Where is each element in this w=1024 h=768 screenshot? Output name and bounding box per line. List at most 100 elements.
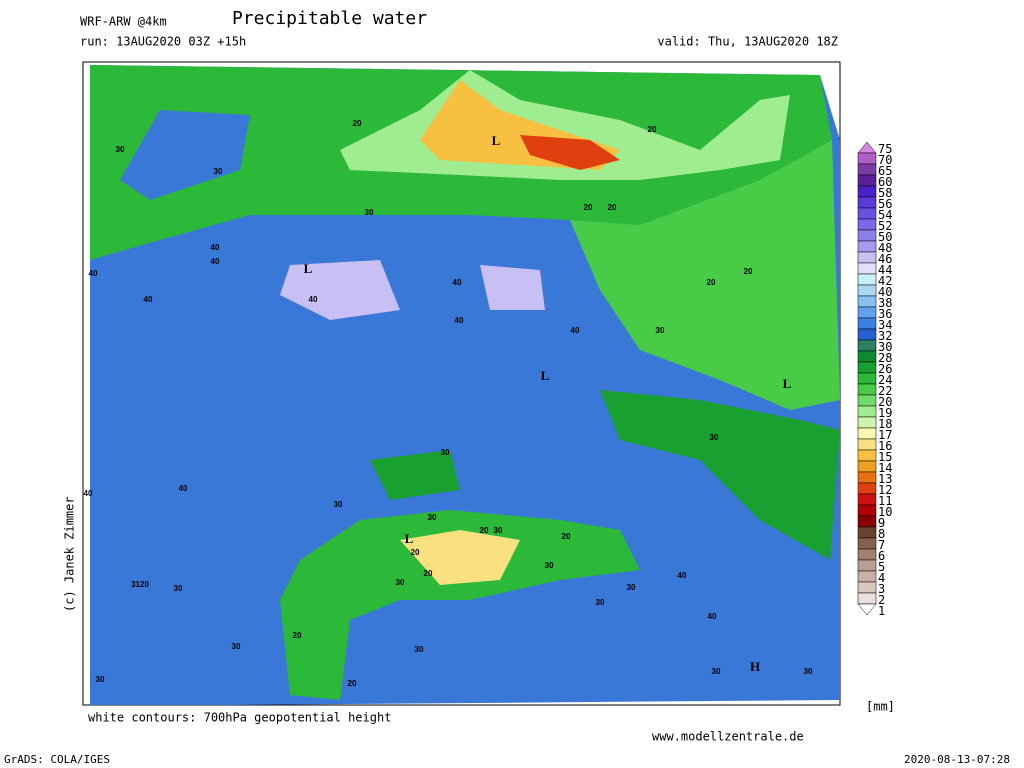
colorbar-swatch <box>857 295 877 308</box>
colorbar-swatch <box>857 273 877 286</box>
colorbar-swatch <box>857 339 877 352</box>
colorbar-label: 22 <box>878 384 892 398</box>
contour-label: 30 <box>596 598 605 607</box>
colorbar-label: 75 <box>878 142 892 156</box>
colorbar-swatch <box>857 262 877 275</box>
valid-info: valid: Thu, 13AUG2020 18Z <box>657 35 838 49</box>
contour-label: 30 <box>656 326 665 335</box>
contour-label: 40 <box>89 269 98 278</box>
contour-label: 40 <box>144 295 153 304</box>
contour-label: 20 <box>584 203 593 212</box>
colorbar-label: 9 <box>878 516 885 530</box>
colorbar-swatch <box>857 317 877 330</box>
colorbar-swatch <box>857 394 877 407</box>
colorbar-swatch <box>857 471 877 484</box>
colorbar-swatch <box>857 559 877 572</box>
title: Precipitable water <box>232 8 427 29</box>
green-central <box>370 450 460 500</box>
colorbar-swatch <box>857 493 877 506</box>
map-labels: 30 30 20 L 20 20 20 30 40 40 L 40 40 40 40 40 40 30 L 20 20 L… <box>84 119 813 688</box>
colorbar-swatch <box>857 449 877 462</box>
colorbar-swatch <box>857 537 877 550</box>
colorbar-swatch <box>857 152 877 165</box>
colorbar-label: 17 <box>878 428 892 442</box>
alps-high <box>400 530 520 585</box>
lavender-west <box>280 260 400 320</box>
colorbar-label: 70 <box>878 153 892 167</box>
contour-label: 40 <box>678 571 687 580</box>
colorbar-label: 1 <box>878 604 885 618</box>
contour-label: 30 <box>96 675 105 684</box>
contour-label: 20 <box>707 278 716 287</box>
contour-label: 30 <box>214 167 223 176</box>
contour-label: 20 <box>348 679 357 688</box>
timestamp: 2020-08-13-07:28 <box>904 753 1010 766</box>
colorbar-label: 5 <box>878 560 885 574</box>
lavender-east <box>480 265 545 310</box>
colorbar-swatch <box>857 284 877 297</box>
contour-label: 20 <box>480 526 489 535</box>
contour-label: 30 <box>710 433 719 442</box>
contour-label: 30 <box>494 526 503 535</box>
contour-label: 40 <box>211 243 220 252</box>
colorbar: 7570656058565452504846444240383634323028… <box>857 141 892 618</box>
colorbar-swatch <box>857 504 877 517</box>
contour-label: 30 <box>396 578 405 587</box>
colorbar-swatch <box>857 361 877 374</box>
colorbar-swatch <box>857 372 877 385</box>
colorbar-label: 32 <box>878 329 892 343</box>
colorbar-label: 16 <box>878 439 892 453</box>
contour-label: 30 <box>232 642 241 651</box>
software: GrADS: COLA/IGES <box>4 753 110 766</box>
contour-label: 40 <box>211 257 220 266</box>
colorbar-label: 54 <box>878 208 892 222</box>
blue-north-sea <box>120 110 250 200</box>
contour-label: 20 <box>648 125 657 134</box>
contour-label: 40 <box>455 316 464 325</box>
colorbar-swatch <box>857 240 877 253</box>
pressure-center: L <box>541 368 550 383</box>
contour-label: 20 <box>608 203 617 212</box>
colorbar-swatch <box>857 427 877 440</box>
colorbar-label: 4 <box>878 571 885 585</box>
colorbar-label: 20 <box>878 395 892 409</box>
colorbar-swatch <box>857 515 877 528</box>
colorbar-label: 12 <box>878 483 892 497</box>
colorbar-swatch <box>857 163 877 176</box>
pressure-center: L <box>783 376 792 391</box>
colorbar-label: 65 <box>878 164 892 178</box>
colorbar-swatch <box>857 526 877 539</box>
contour-label: 30 <box>174 584 183 593</box>
colorbar-swatch <box>857 350 877 363</box>
red-max <box>520 135 620 170</box>
colorbar-label: 26 <box>878 362 892 376</box>
colorbar-label: 34 <box>878 318 892 332</box>
contour-label: 40 <box>453 278 462 287</box>
colorbar-label: 60 <box>878 175 892 189</box>
contour-label: 30 <box>545 561 554 570</box>
credit: (c) Janek Zimmer <box>63 496 77 612</box>
colorbar-swatch <box>857 482 877 495</box>
colorbar-label: 8 <box>878 527 885 541</box>
colorbar-label: 7 <box>878 538 885 552</box>
contour-label: 30 <box>428 513 437 522</box>
colorbar-label: 40 <box>878 285 892 299</box>
contour-label: 20 <box>353 119 362 128</box>
contour-label: 40 <box>84 489 93 498</box>
colorbar-label: 3 <box>878 582 885 596</box>
colorbar-label: 56 <box>878 197 892 211</box>
pressure-center: L <box>405 531 414 546</box>
contour-note: white contours: 700hPa geopotential heig… <box>88 711 391 725</box>
colorbar-label: 11 <box>878 494 892 508</box>
pressure-center: L <box>304 261 313 276</box>
map <box>90 65 840 705</box>
colorbar-label: 14 <box>878 461 892 475</box>
run-info: run: 13AUG2020 03Z +15h <box>80 35 246 49</box>
colorbar-swatch <box>857 251 877 264</box>
colorbar-label: 44 <box>878 263 892 277</box>
contour-label: 40 <box>708 612 717 621</box>
pressure-center: L <box>492 133 501 148</box>
contour-label: 40 <box>571 326 580 335</box>
colorbar-label: 10 <box>878 505 892 519</box>
